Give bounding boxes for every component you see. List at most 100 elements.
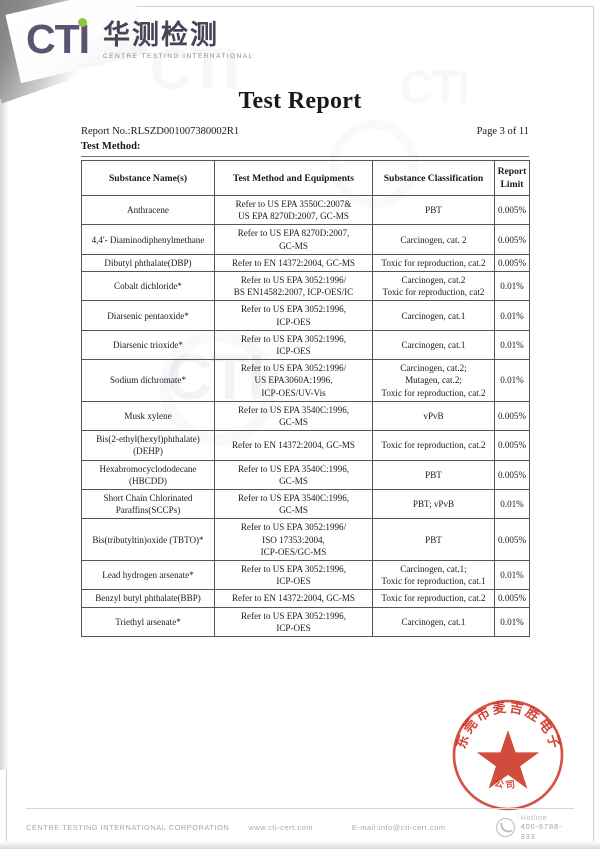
cell-substance-name-line: Dibutyl phthalate(DBP) [104, 257, 192, 268]
table-row: Hexabromocyclododecane (HBCDD) Refer to US… [81, 459, 530, 491]
cell-test-method: Refer to US EPA 8270D:2007, GC-MS [214, 224, 373, 255]
cell-report-limit-line: 0.01% [500, 499, 524, 510]
cell-test-method-line: Refer to US EPA 3550C:2007& [235, 199, 352, 209]
cell-test-method-line: ICP-OES/UV-Vis [261, 387, 326, 398]
footer-email[interactable]: E-mail:info@cti-cert.com [351, 822, 446, 832]
cell-substance-name: Triethyl arsenate* [81, 606, 215, 638]
table-row: Anthracene Refer to US EPA 3550C:2007& US … [81, 194, 530, 226]
cell-substance-name: Benzyl butyl phthalate(BBP) [81, 589, 215, 608]
svg-text:公司: 公司 [493, 778, 519, 792]
cell-substance-name: Diarsenic trioxide* [81, 329, 215, 361]
scan-edge-bottom [0, 841, 600, 849]
cell-substance-classification-line: Carcinogen, cat.1 [401, 616, 466, 627]
table-row: 4,4'- Diaminodiphenylmethane Refer to US … [81, 224, 530, 255]
cell-substance-name-line: Cobalt dichloride* [114, 281, 182, 292]
cell-substance-name-line: Sodium dichromate* [109, 375, 187, 386]
cell-test-method-line: GC-MS [279, 417, 308, 428]
cell-report-limit: 0.01% [494, 300, 530, 331]
header-report-limit-line2: Limit [500, 179, 524, 190]
cell-substance-name: Cobalt dichloride* [81, 271, 215, 302]
cell-report-limit-line: 0.01% [500, 570, 524, 581]
cell-substance-classification-line: Carcinogen, cat.1 [401, 310, 466, 321]
cell-test-method-line: ICP-OES/GC-MS [260, 546, 327, 557]
cell-test-method-line: ICP-OES [276, 346, 311, 357]
footer-hotline-lines: Hotline 400-6788-333 [521, 813, 574, 841]
cell-substance-classification: Carcinogen, cat.1 [372, 300, 495, 331]
cell-substance-classification: Toxic for reproduction, cat.2 [372, 430, 495, 461]
cell-test-method: Refer to US EPA 3540C:1996, GC-MS [214, 400, 373, 432]
cell-substance-name-line: (HBCDD) [129, 475, 167, 486]
footer-website[interactable]: www.cti-cert.com [248, 822, 313, 832]
cell-substance-classification-line: Toxic for reproduction, cat.2 [381, 387, 486, 398]
test-method-label: Test Method: [81, 141, 141, 152]
svg-text:东莞市麦吉胜电子科技有限: 东莞市麦吉胜电子科技有限 [447, 694, 563, 752]
cell-substance-name: Dibutyl phthalate(DBP) [81, 253, 215, 273]
cell-test-method-line: GC-MS [279, 505, 308, 516]
cell-report-limit-line: 0.01% [500, 310, 524, 321]
cell-substance-classification-line: Toxic for reproduction, cat.1 [381, 576, 486, 587]
cell-substance-classification-line: Toxic for reproduction, cat.2 [381, 257, 486, 268]
logo-chinese-name: 华测检测 [103, 20, 220, 51]
cell-substance-classification-line: PBT [425, 534, 442, 545]
cell-test-method-line: Refer to US EPA 3540C:1996, [237, 493, 350, 504]
cell-report-limit: 0.005% [494, 194, 530, 226]
footer-hotline-label: Hotline [520, 812, 548, 822]
cell-test-method-line: Refer to US EPA 3052:1996, [240, 304, 346, 315]
header-report-limit: Report Limit [494, 160, 530, 196]
cell-report-limit-line: 0.005% [498, 469, 527, 480]
cell-substance-classification: Carcinogen, cat.2 Toxic for reproduction,… [372, 271, 495, 302]
cell-substance-name: Hexabromocyclododecane (HBCDD) [81, 459, 215, 491]
cell-report-limit-line: 0.005% [498, 234, 527, 245]
cell-test-method-line: Refer to US EPA 3540C:1996, [237, 404, 350, 415]
cell-test-method-line: ICP-OES [276, 622, 311, 633]
cell-substance-classification-line: Toxic for reproduction, cat.2 [381, 593, 486, 604]
phone-icon [495, 817, 515, 837]
report-number: Report No.:RLSZD001007380002R1 [81, 126, 240, 137]
cell-substance-name-line: Paraffins(SCCPs) [115, 505, 181, 516]
company-seal-stamp: 东莞市麦吉胜电子科技有限 公司 [447, 694, 569, 816]
table-header-row: Substance Name(s) Test Method and Equipm… [81, 160, 530, 196]
cell-substance-name-line: Bis(tributyltin)oxide (TBTO)* [92, 534, 204, 545]
page-footer: CENTRE TESTING INTERNATIONAL CORPORATION… [26, 813, 574, 841]
cell-report-limit: 0.005% [494, 253, 530, 273]
cell-substance-classification-line: Toxic for reproduction, cat2 [382, 287, 485, 298]
cell-test-method-line: Refer to EN 14372:2004, GC-MS [231, 440, 355, 451]
cell-substance-classification-line: Mutagen, cat.2; [405, 375, 462, 386]
cell-test-method: Refer to EN 14372:2004, GC-MS [214, 253, 373, 273]
cell-report-limit-line: 0.005% [498, 593, 527, 604]
cell-report-limit: 0.01% [494, 560, 530, 591]
cell-substance-name: Musk xylene [81, 400, 215, 432]
substance-table: Substance Name(s) Test Method and Equipm… [81, 160, 530, 638]
cell-substance-classification-line: Carcinogen, cat.1 [401, 339, 466, 350]
cell-substance-name-line: Bis(2-ethyl(hexyl)phthalate) [96, 434, 200, 445]
cell-substance-name-line: Diarsenic pentaoxide* [107, 310, 189, 321]
table-row: Diarsenic pentaoxide* Refer to US EPA 305… [81, 300, 530, 331]
cell-report-limit-line: 0.01% [500, 339, 524, 350]
footer-divider [26, 808, 574, 809]
cell-substance-name: Diarsenic pentaoxide* [81, 300, 215, 331]
cell-substance-classification: Carcinogen, cat.1; Toxic for reproduction… [372, 560, 495, 591]
company-logo: CTI 华测检测 CENTRE TESTING INTERNATIONAL [26, 18, 254, 61]
cell-substance-name-line: Musk xylene [124, 410, 172, 421]
cell-report-limit-line: 0.005% [498, 257, 527, 268]
cell-test-method: Refer to US EPA 3052:1996, ICP-OES [214, 329, 373, 361]
cell-test-method-line: Refer to EN 14372:2004, GC-MS [231, 257, 355, 268]
report-meta: Report No.:RLSZD001007380002R1 Page 3 of… [81, 126, 529, 137]
cell-substance-name: Bis(2-ethyl(hexyl)phthalate) (DEHP) [81, 430, 215, 461]
cell-substance-classification: PBT [372, 518, 495, 562]
cell-test-method-line: Refer to US EPA 3052:1996/ [240, 363, 347, 374]
cell-test-method: Refer to US EPA 3550C:2007& US EPA 8270D:… [214, 194, 373, 226]
cell-test-method: Refer to US EPA 3052:1996, ICP-OES [214, 300, 373, 331]
cell-substance-name: Sodium dichromate* [81, 359, 215, 402]
cell-test-method: Refer to US EPA 3052:1996, ICP-OES [214, 606, 373, 638]
logo-wordmark: 华测检测 CENTRE TESTING INTERNATIONAL [103, 18, 254, 60]
cell-test-method-line: GC-MS [279, 240, 308, 251]
table-row: Triethyl arsenate* Refer to US EPA 3052:1… [81, 606, 530, 638]
cell-substance-name-line: 4,4'- Diaminodiphenylmethane [91, 234, 205, 245]
cell-report-limit: 0.005% [494, 459, 530, 491]
footer-corporation: CENTRE TESTING INTERNATIONAL CORPORATION [26, 822, 230, 832]
cell-report-limit-line: 0.005% [498, 410, 527, 421]
table-row: Lead hydrogen arsenate* Refer to US EPA 3… [81, 560, 530, 591]
table-row: Short Chain Chlorinated Paraffins(SCCPs) R… [81, 489, 530, 520]
cell-substance-name-line: (DEHP) [133, 446, 163, 457]
